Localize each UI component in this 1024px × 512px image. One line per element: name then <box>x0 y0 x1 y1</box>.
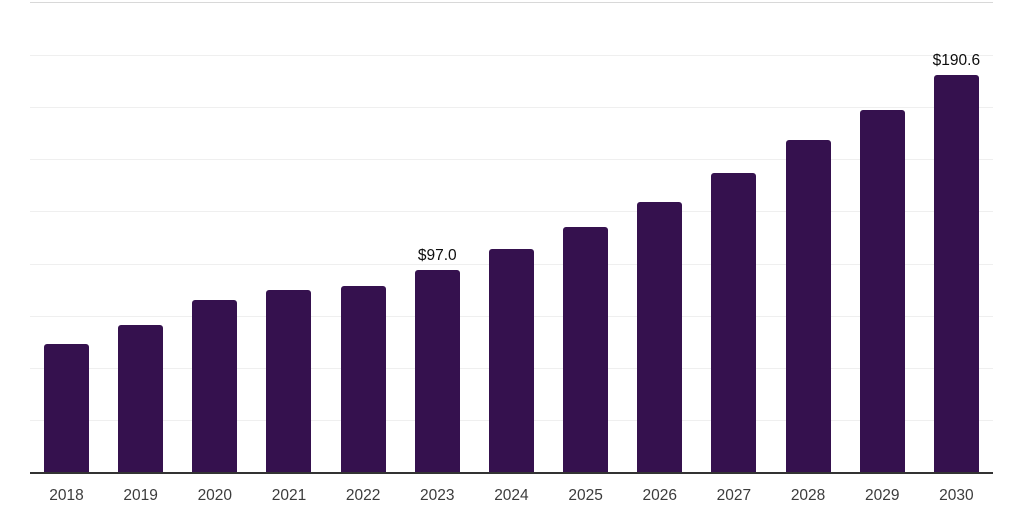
bar-slot-2018 <box>44 3 89 472</box>
bar-2025 <box>563 226 609 472</box>
gridline-150 <box>30 159 993 161</box>
x-tick-label-2024: 2024 <box>494 487 529 504</box>
bar-2020 <box>192 300 238 472</box>
gridline-175 <box>30 107 993 109</box>
bar-2018 <box>44 343 89 472</box>
bar-slot-2027 <box>711 3 757 472</box>
data-label-2023: $97.0 <box>417 247 457 265</box>
x-tick-label-2018: 2018 <box>49 487 84 504</box>
x-tick-label-2028: 2028 <box>790 487 826 504</box>
bars-row: $97.0 $190.6 <box>30 3 993 472</box>
bar-2028 <box>785 140 831 472</box>
bar-slot-2025 <box>563 3 609 472</box>
x-axis: 2018 2019 2020 2021 2022 2023 2024 2025 2026 2027… <box>30 474 993 506</box>
gridline-200 <box>30 55 993 57</box>
bar-slot-2023: $97.0 <box>414 3 460 472</box>
bar-2026 <box>637 202 683 472</box>
bar-2030 <box>933 74 979 472</box>
bar-2023 <box>414 269 460 472</box>
bar-slot-2019 <box>118 3 164 472</box>
x-tick-label-2023: 2023 <box>420 487 455 504</box>
bar-2022 <box>340 285 386 472</box>
x-tick-label-2021: 2021 <box>271 487 307 504</box>
data-label-2030: $190.6 <box>932 52 981 70</box>
x-tick-label-2020: 2020 <box>197 487 233 504</box>
bar-slot-2022 <box>340 3 386 472</box>
bar-2019 <box>118 324 164 472</box>
x-tick-label-2019: 2019 <box>123 487 158 504</box>
bar-slot-2024 <box>488 3 534 472</box>
x-tick-label-2029: 2029 <box>864 487 900 504</box>
x-tick-label-2025: 2025 <box>568 487 603 504</box>
x-tick-label-2022: 2022 <box>345 487 381 504</box>
bar-2029 <box>859 109 905 472</box>
bar-slot-2030: $190.6 <box>932 3 981 472</box>
bar-chart: $97.0 $190.6 2018 2019 2020 2021 2022 2023 2024… <box>30 2 993 512</box>
bar-slot-2026 <box>637 3 683 472</box>
bar-2021 <box>266 289 312 472</box>
bar-slot-2020 <box>192 3 238 472</box>
bar-2024 <box>488 248 534 472</box>
x-tick-label-2026: 2026 <box>642 487 677 504</box>
x-tick-label-2030: 2030 <box>939 487 974 504</box>
bar-slot-2021 <box>266 3 312 472</box>
bar-slot-2029 <box>859 3 905 472</box>
gridline-125 <box>30 211 993 213</box>
plot-area: $97.0 $190.6 <box>30 2 993 474</box>
bar-slot-2028 <box>785 3 831 472</box>
bar-2027 <box>711 173 757 472</box>
x-tick-label-2027: 2027 <box>716 487 752 504</box>
